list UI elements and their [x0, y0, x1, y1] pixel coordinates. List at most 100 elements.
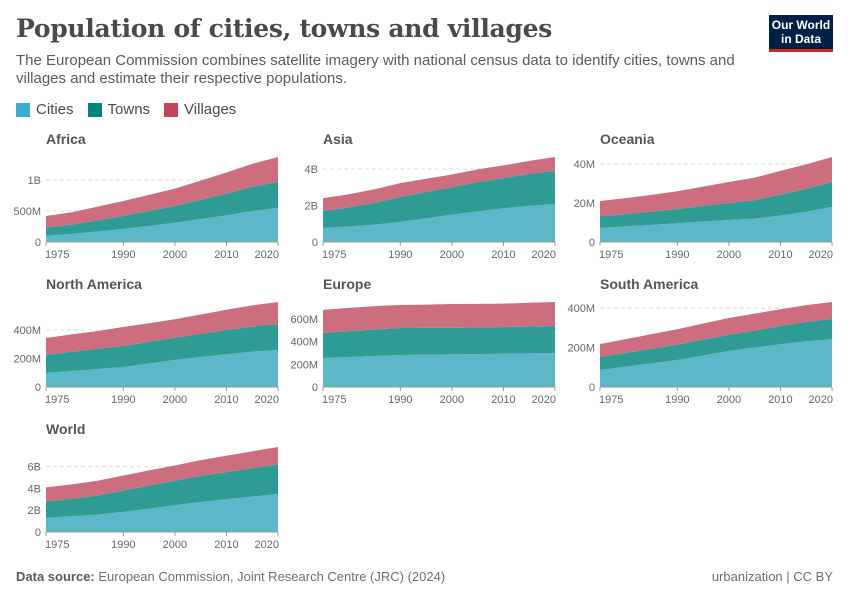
y-tick-label: 600M	[290, 314, 318, 326]
area-villages[interactable]	[323, 157, 555, 211]
x-tick-label: 1975	[599, 249, 623, 261]
x-tick-label: 1975	[599, 394, 623, 406]
panel-title: Oceania	[600, 131, 655, 147]
legend-swatch-towns	[87, 102, 102, 117]
y-tick-label: 0	[312, 382, 318, 394]
x-tick-label: 2010	[491, 394, 515, 406]
legend-item-cities[interactable]: Cities	[16, 101, 74, 118]
x-tick-label: 1990	[388, 394, 412, 406]
x-tick-label: 2020	[255, 539, 279, 551]
area-cities[interactable]	[46, 207, 278, 242]
source-note: Data source: European Commission, Joint …	[16, 569, 445, 584]
x-tick-label: 1975	[45, 539, 69, 551]
y-tick-label: 200M	[567, 343, 595, 355]
x-tick-label: 2010	[214, 394, 238, 406]
area-cities[interactable]	[46, 493, 278, 532]
x-tick-label: 2010	[768, 249, 792, 261]
area-villages[interactable]	[600, 157, 832, 217]
panel-title: Africa	[46, 131, 86, 147]
y-tick-label: 0	[589, 382, 595, 394]
y-tick-label: 0	[35, 237, 41, 249]
x-tick-label: 2010	[768, 394, 792, 406]
panel-north-america[interactable]: North America 0 200M 400M 1975 1990 2000 2010 20…	[13, 276, 279, 406]
legend-label: Towns	[107, 101, 151, 118]
y-tick-label: 400M	[13, 325, 41, 337]
x-tick-label: 1990	[665, 249, 689, 261]
y-tick-label: 200M	[290, 359, 318, 371]
area-cities[interactable]	[46, 349, 278, 387]
x-tick-label: 2010	[214, 539, 238, 551]
y-tick-label: 4B	[28, 483, 41, 495]
legend-swatch-villages	[164, 102, 179, 117]
legend-item-villages[interactable]: Villages	[164, 101, 236, 118]
area-cities[interactable]	[600, 206, 832, 242]
x-tick-label: 2020	[255, 394, 279, 406]
y-tick-label: 2B	[28, 505, 41, 517]
y-tick-label: 1B	[28, 175, 41, 187]
y-tick-label: 0	[35, 382, 41, 394]
x-tick-label: 1990	[665, 394, 689, 406]
x-tick-label: 1990	[111, 539, 135, 551]
area-towns[interactable]	[323, 326, 555, 358]
owid-logo[interactable]: Our World in Data	[769, 15, 833, 52]
y-tick-label: 4B	[305, 164, 318, 176]
legend-swatch-cities	[16, 102, 30, 117]
x-tick-label: 1990	[111, 394, 135, 406]
area-towns[interactable]	[46, 181, 278, 236]
area-cities[interactable]	[323, 204, 555, 242]
area-villages[interactable]	[600, 302, 832, 358]
x-tick-label: 2000	[440, 249, 464, 261]
y-tick-label: 400M	[290, 337, 318, 349]
area-towns[interactable]	[600, 318, 832, 371]
area-cities[interactable]	[323, 353, 555, 387]
area-villages[interactable]	[46, 447, 278, 502]
x-tick-label: 2020	[532, 394, 556, 406]
area-villages[interactable]	[323, 302, 555, 333]
area-villages[interactable]	[46, 302, 278, 355]
x-tick-label: 2000	[163, 249, 187, 261]
chart-title: Population of cities, towns and villages	[16, 14, 552, 43]
x-tick-label: 1975	[45, 249, 69, 261]
panel-title: South America	[600, 276, 698, 292]
y-tick-label: 2B	[305, 201, 318, 213]
panel-asia[interactable]: Asia 0 2B 4B 1975 1990 2000 2010 2020	[305, 131, 556, 261]
x-tick-label: 2020	[809, 249, 833, 261]
legend-item-towns[interactable]: Towns	[87, 101, 151, 118]
panel-title: Europe	[323, 276, 371, 292]
panel-europe[interactable]: Europe 0 200M 400M 600M 1975 1990 2000 2010 2020	[290, 276, 556, 406]
x-tick-label: 2000	[717, 249, 741, 261]
x-tick-label: 2000	[717, 394, 741, 406]
source-text[interactable]: European Commission, Joint Research Cent…	[98, 569, 446, 584]
panel-world[interactable]: World 0 2B 4B 6B 1975 1990 2000 2010 2020	[28, 421, 279, 551]
x-tick-label: 2020	[532, 249, 556, 261]
y-tick-label: 0	[589, 237, 595, 249]
area-cities[interactable]	[600, 339, 832, 387]
y-tick-label: 6B	[28, 462, 41, 474]
x-tick-label: 2010	[491, 249, 515, 261]
area-towns[interactable]	[46, 323, 278, 374]
y-tick-label: 0	[35, 527, 41, 539]
legend: Cities Towns Villages	[16, 101, 236, 118]
area-towns[interactable]	[600, 181, 832, 228]
legend-label: Cities	[36, 101, 74, 118]
license-note[interactable]: urbanization | CC BY	[711, 569, 833, 584]
x-tick-label: 1990	[388, 249, 412, 261]
chart-subtitle: The European Commission combines satelli…	[16, 52, 735, 87]
y-tick-label: 20M	[574, 198, 595, 210]
y-tick-label: 0	[312, 237, 318, 249]
panel-title: World	[46, 421, 85, 437]
panel-oceania[interactable]: Oceania 0 20M 40M 1975 1990 2000 2010 2020	[574, 131, 833, 261]
y-tick-label: 200M	[13, 353, 41, 365]
area-towns[interactable]	[46, 464, 278, 518]
x-tick-label: 1990	[111, 249, 135, 261]
y-tick-label: 400M	[567, 303, 595, 315]
y-tick-label: 40M	[574, 159, 595, 171]
area-towns[interactable]	[323, 170, 555, 228]
panel-africa[interactable]: Africa 0 500M 1B 1975 1990 2000 2010 2020	[13, 131, 279, 261]
area-villages[interactable]	[46, 157, 278, 228]
x-tick-label: 2020	[809, 394, 833, 406]
panel-title: Asia	[323, 131, 353, 147]
panel-south-america[interactable]: South America 0 200M 400M 1975 1990 2000 2010 20…	[567, 276, 833, 406]
x-tick-label: 2000	[163, 394, 187, 406]
